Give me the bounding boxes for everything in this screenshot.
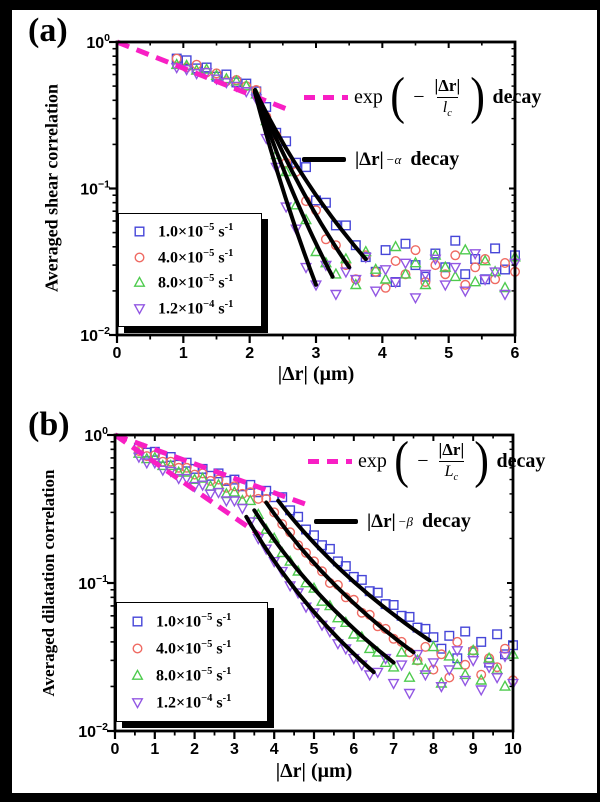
exp-function-text: exp [358,449,387,472]
svg-text:2: 2 [245,345,254,362]
svg-text:10−2: 10−2 [80,325,110,345]
legend-label: 8.0×10−5 s-1 [156,665,232,685]
legend-item: 1.0×10−5 s-1 [130,608,261,635]
minus-sign: − [413,85,425,108]
legend-item: 4.0×10−5 s-1 [130,635,261,662]
power-base-text: |Δr| [355,148,384,170]
svg-text:7: 7 [389,741,398,758]
legend-label: 4.0×10−5 s-1 [156,638,232,658]
fraction-denominator: Lc [438,460,465,483]
exp-function-text: exp [354,85,383,108]
legend-marker-triangle-down-icon [130,695,145,710]
fraction: |Δr| lc [432,76,464,119]
panel-b-label: (b) [28,406,70,443]
legend-marker-triangle-up-icon [130,668,145,683]
decay-text: decay [492,85,542,108]
close-paren: ) [470,68,486,125]
close-paren: ) [474,432,490,489]
panel-b-x-axis-title: |Δr| (μm) [275,760,353,782]
svg-text:3: 3 [230,741,239,758]
panel-a-x-axis-title: |Δr| (μm) [277,363,355,385]
legend-marker-triangle-down-icon [132,301,147,316]
svg-text:6: 6 [349,741,358,758]
open-paren: ( [394,432,409,489]
svg-text:100: 100 [86,32,110,52]
legend-marker-square-icon [132,224,147,239]
power-exponent-text: −β [397,513,413,529]
svg-text:5: 5 [310,741,319,758]
svg-text:9: 9 [469,741,478,758]
svg-text:5: 5 [444,345,453,362]
svg-text:4: 4 [270,741,279,758]
panel-a-label: (a) [28,12,68,49]
legend-item: 8.0×10−5 s-1 [132,270,255,296]
legend-marker-square-icon [130,614,145,629]
legend-marker-circle-icon [130,641,145,656]
panel-a-power-decay-annotation: |Δr| −α decay [302,148,459,171]
fraction-denominator: lc [436,96,458,119]
svg-text:8: 8 [429,741,438,758]
svg-text:0: 0 [113,345,122,362]
open-paren: ( [390,68,405,125]
decay-text: decay [421,510,471,532]
panel-a-exp-decay-annotation: exp ( − |Δr| lc ) decay [304,68,542,125]
dashed-line-sample-icon [308,458,352,464]
decay-text: decay [410,148,460,170]
fraction-numerator: |Δr| [438,439,465,459]
svg-text:100: 100 [84,425,108,445]
legend-item: 1.2×10−4 s-1 [132,296,255,322]
panel-b-legend: 1.0×10−5 s-1 4.0×10−5 s-1 8.0×10−5 s-1 1… [116,602,268,722]
fraction-numerator: |Δr| [434,75,461,95]
legend-label: 1.2×10−4 s-1 [156,692,232,712]
minus-sign: − [417,449,429,472]
dashed-line-sample-icon [304,94,348,100]
svg-text:10−2: 10−2 [78,721,108,741]
legend-label: 1.0×10−5 s-1 [158,222,234,241]
panel-b-y-axis-title: Averaged dilatation correlation [39,469,58,697]
svg-text:4: 4 [378,345,387,362]
solid-line-sample-icon [302,157,346,162]
fraction: |Δr| Lc [436,440,468,483]
legend-label: 1.0×10−5 s-1 [156,611,232,631]
legend-item: 8.0×10−5 s-1 [130,662,261,689]
panel-b-exp-decay-annotation: exp ( − |Δr| Lc ) decay [308,432,546,489]
panel-b-power-decay-annotation: |Δr| −β decay [314,510,471,533]
panel-a-legend: 1.0×10−5 s-1 4.0×10−5 s-1 8.0×10−5 s-1 1… [118,213,262,327]
legend-label: 8.0×10−5 s-1 [158,273,234,292]
svg-text:1: 1 [150,741,159,758]
legend-item: 1.2×10−4 s-1 [130,689,261,716]
legend-marker-circle-icon [132,250,147,265]
legend-item: 1.0×10−5 s-1 [132,219,255,245]
legend-item: 4.0×10−5 s-1 [132,245,255,271]
legend-label: 4.0×10−5 s-1 [158,247,234,266]
svg-text:0: 0 [111,741,120,758]
svg-text:6: 6 [511,345,520,362]
svg-text:2: 2 [190,741,199,758]
legend-marker-triangle-up-icon [132,275,147,290]
svg-text:10−1: 10−1 [80,179,110,199]
svg-text:1: 1 [179,345,188,362]
decay-text: decay [496,449,546,472]
power-exponent-text: −α [385,151,402,167]
panel-a-y-axis-title: Averaged shear correlation [41,84,62,292]
solid-line-sample-icon [314,519,358,524]
svg-text:10: 10 [504,741,522,758]
figure-content: 0 1 2 3 4 5 6 100 10−1 10−2 0 1 2 3 4 5 6 7 8 9 10 100 10−1 10−… [12,10,597,793]
legend-label: 1.2×10−4 s-1 [158,298,234,317]
power-base-text: |Δr| [367,510,396,532]
svg-text:10−1: 10−1 [78,573,108,593]
svg-text:3: 3 [312,345,321,362]
